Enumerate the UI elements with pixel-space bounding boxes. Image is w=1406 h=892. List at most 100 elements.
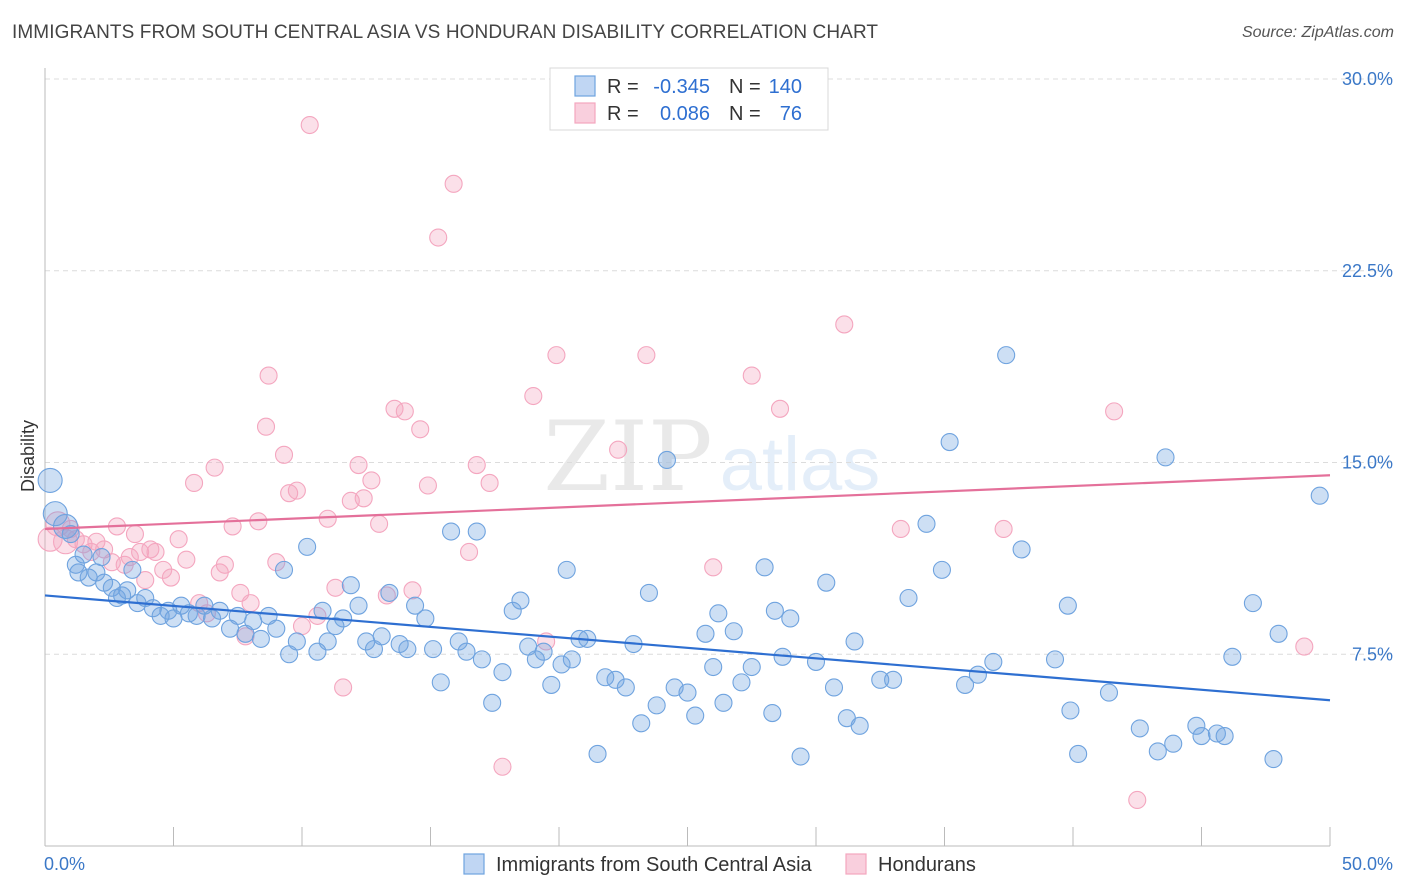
hondurans-point-34 [259,366,278,385]
hondurans-point-25 [205,458,224,477]
series-legend: Immigrants from South Central Asia Hondu… [463,853,976,876]
immigrants-point-36 [298,537,317,556]
hondurans-point-75 [1295,637,1314,656]
watermark-atlas: atlas [720,422,881,507]
hondurans-point-44 [334,678,353,697]
immigrants-point-46 [372,627,391,646]
immigrants-point-116 [1156,448,1175,467]
immigrants-point-107 [968,665,987,684]
immigrants-point-69 [562,650,581,669]
watermark-zip: ZIP [543,401,712,513]
hondurans-point-72 [994,519,1013,539]
immigrants-point-47 [380,583,399,602]
immigrants-point-79 [647,696,666,715]
immigrants-point-133 [709,604,728,623]
hondurans-point-33 [256,417,276,436]
hondurans-point-21 [177,550,196,569]
y-tick-labels: 7.5% 15.0% 22.5% 30.0% [1342,69,1393,664]
hondurans-point-65 [609,440,628,459]
immigrants-point-91 [763,704,782,723]
immigrants-point-130 [899,588,918,608]
immigrants-point-62 [511,591,530,610]
hondurans-point-13 [125,525,144,544]
hondurans-point-22 [185,473,204,493]
immigrants-point-2 [53,513,79,539]
immigrants-point-86 [714,693,733,712]
legend-swatch-pink [574,102,596,124]
legend-n-label-1: N = [729,76,761,98]
immigrants-point-67 [552,655,571,674]
immigrants-point-11 [113,586,132,605]
hondurans-point-53 [403,581,422,600]
legend-r-label-1: R = [607,76,639,98]
immigrants-point-105 [940,432,959,452]
hondurans-point-61 [493,757,512,776]
immigrants-point-60 [493,663,512,682]
watermark: ZIP atlas [543,401,880,513]
immigrants-point-43 [349,596,368,615]
immigrants-point-99 [845,632,864,651]
hondurans-point-49 [370,514,389,533]
immigrants-point-13 [123,560,142,579]
chart-title: IMMIGRANTS FROM SOUTH CENTRAL ASIA VS HO… [12,22,879,43]
immigrants-point-108 [984,652,1003,671]
immigrants-point-53 [431,673,450,692]
immigrants-point-39 [318,632,337,651]
immigrants-point-58 [472,650,491,669]
hondurans-point-48 [362,471,381,490]
immigrants-point-74 [606,670,625,689]
immigrants-point-59 [483,693,502,712]
immigrants-point-82 [678,683,697,702]
hondurans-point-64 [547,346,566,365]
hondurans-trend-line [44,474,1331,531]
stats-legend-box [549,67,829,131]
legend-r-value-2: 0.086 [660,103,710,125]
immigrants-point-80 [657,450,676,469]
hondurans-point-67 [704,558,723,577]
immigrants-point-90 [755,558,774,577]
hondurans-point-74 [1128,790,1147,810]
hondurans-point-38 [287,481,306,500]
immigrants-point-33 [274,560,294,579]
immigrants-point-77 [632,714,651,733]
immigrants-point-83 [686,706,705,725]
source-label: Source: ZipAtlas.com [1241,24,1394,41]
immigrants-point-111 [1061,701,1080,720]
immigrants-point-49 [398,640,417,659]
series-legend-swatch-hondurans [845,853,867,875]
immigrants-point-1 [42,501,68,527]
series-legend-swatch-immigrants [463,853,485,875]
hondurans-point-66 [637,346,656,365]
hondurans-point-62 [524,386,543,406]
x-tick-label-min: 0.0% [44,854,85,874]
hondurans-point-31 [241,594,260,613]
immigrants-point-103 [917,514,936,533]
hondurans-point-69 [770,399,790,418]
immigrants-point-131 [69,563,88,582]
hondurans-point-2 [53,529,79,555]
immigrants-point-75 [616,678,635,697]
immigrants-point-9 [102,578,121,597]
immigrants-point-129 [765,601,784,620]
immigrants-point-96 [817,573,836,592]
hondurans-point-71 [891,519,910,539]
legend-n-value-1: 140 [769,76,802,98]
hondurans-point-18 [154,560,173,579]
immigrants-point-94 [791,747,810,766]
trend-lines [44,474,1331,702]
hondurans-point-51 [385,399,404,418]
hondurans-point-52 [395,402,414,421]
immigrants-point-61 [503,601,522,620]
hondurans-point-42 [318,509,337,528]
immigrants-point-123 [1243,594,1262,613]
immigrants-point-122 [1223,647,1242,666]
immigrants-point-57 [467,522,486,541]
y-tick-label-2: 22.5% [1342,261,1393,281]
immigrants-point-115 [1148,742,1167,761]
immigrants-point-87 [724,622,743,641]
hondurans-point-16 [141,540,160,559]
immigrants-point-114 [1130,719,1149,738]
immigrants-point-64 [526,650,545,669]
immigrants-point-51 [416,609,435,628]
